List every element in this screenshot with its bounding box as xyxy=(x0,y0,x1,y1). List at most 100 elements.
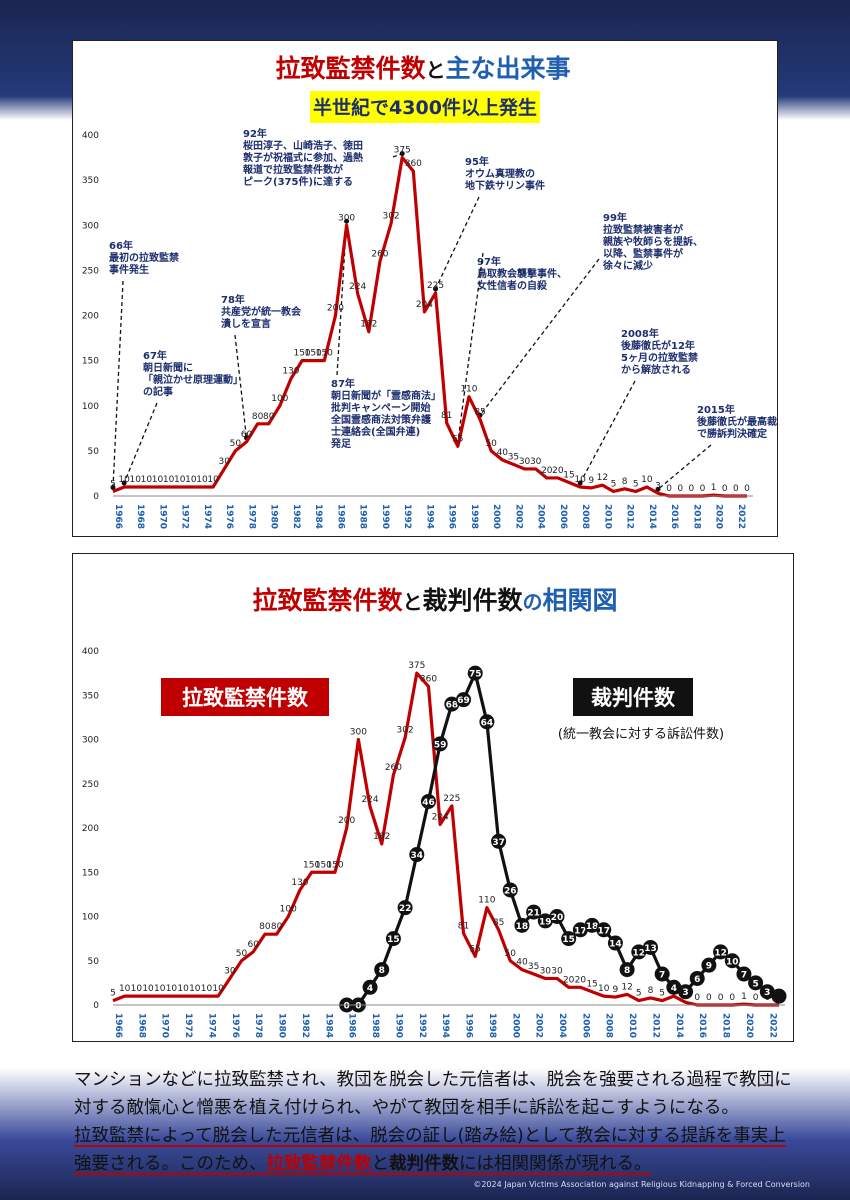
chart2-kidnap-data-label: 10 xyxy=(154,984,166,994)
chart1-x-tick-label: 2000 xyxy=(491,504,501,529)
chart2-title: 拉致監禁件数と裁判件数の相関図 xyxy=(252,586,617,615)
chart2-lawsuit-data-label: 17 xyxy=(574,926,587,936)
chart1-x-tick-label: 1996 xyxy=(447,504,457,529)
chart1-data-label: 15 xyxy=(563,470,574,480)
chart1-data-label: 10 xyxy=(163,475,175,485)
chart1-data-label: 60 xyxy=(241,430,253,440)
chart1-x-tick-label: 1992 xyxy=(402,504,412,529)
chart2-lawsuit-marker xyxy=(759,984,775,1000)
chart2-x-tick-label: 2012 xyxy=(650,1013,660,1038)
chart1-annotation-text: 92年 xyxy=(243,127,267,140)
chart1-data-label: 10 xyxy=(185,475,197,485)
chart1-annotation-text: の記事 xyxy=(143,385,173,398)
chart1-data-label: 300 xyxy=(338,213,355,223)
chart1-annotation-text: 以降、監禁事件が xyxy=(603,247,684,260)
copyright-credit: ©2024 Japan Victims Association against … xyxy=(473,1180,810,1189)
chart2-lawsuit-data-label: 3 xyxy=(764,988,770,998)
chart1-data-label: 85 xyxy=(474,407,485,417)
chart1-title-blue: 主な出来事 xyxy=(446,54,571,83)
chart2-x-tick-label: 2018 xyxy=(721,1013,731,1038)
chart1-data-label: 35 xyxy=(508,452,519,462)
chart2-title-mid2: の xyxy=(523,590,543,614)
chart1-y-tick-label: 0 xyxy=(93,492,99,502)
chart1-data-label: 1 xyxy=(711,483,717,493)
chart2-x-tick-label: 2022 xyxy=(767,1013,777,1038)
chart1-annotation-arrowhead xyxy=(110,484,116,490)
chart1-data-label: 5 xyxy=(633,479,639,489)
chart1-data-label: 0 xyxy=(700,484,706,494)
chart2-lawsuit-data-label: 0 xyxy=(344,1002,350,1012)
chart1-data-label: 80 xyxy=(252,412,264,422)
chart2-lawsuit-data-label: 5 xyxy=(752,979,758,989)
chart1-data-label: 10 xyxy=(196,475,208,485)
chart1-y-tick-label: 200 xyxy=(82,312,99,322)
chart1-data-label: 20 xyxy=(552,466,564,476)
chart1-x-tick-label: 1990 xyxy=(380,504,390,529)
chart2-x-tick-label: 1976 xyxy=(230,1013,240,1038)
chart2-kidnap-data-label: 10 xyxy=(142,984,154,994)
chart1-data-label: 10 xyxy=(641,475,653,485)
chart1-data-label: 224 xyxy=(349,282,366,292)
chart2-x-tick-label: 1992 xyxy=(417,1013,427,1038)
chart1-annotation-text: で勝訴判決確定 xyxy=(697,427,767,440)
chart2-lawsuit-marker xyxy=(642,939,658,955)
chart-panel-events: 拉致監禁件数と主な出来事 半世紀で4300件以上発生 66年 最初の拉致監禁 事件発… xyxy=(72,40,778,537)
chart1-data-label: 5 xyxy=(611,479,617,489)
chart2-lawsuit-data-label: 3 xyxy=(682,988,688,998)
chart1-data-label: 375 xyxy=(394,146,411,156)
chart2-lawsuit-data-label: 9 xyxy=(706,962,712,972)
chart1-annotation-text: 徐々に減少 xyxy=(602,259,653,272)
chart1-x-tick-label: 1974 xyxy=(202,504,212,529)
chart1-x-tick-label: 1988 xyxy=(358,504,368,529)
chart1-annotation-1987: 87年朝日新聞が「霊感商法」批判キャンペーン開始全国霊感商法対策弁護士連絡会(全… xyxy=(330,218,441,450)
chart1-annotation-text: 批判キャンペーン開始 xyxy=(331,401,431,414)
chart1-data-label: 10 xyxy=(207,475,219,485)
chart2-kidnap-data-label: 50 xyxy=(236,949,248,959)
chart1-annotation-text: 66年 xyxy=(109,239,133,252)
chart1-annotation-arrowhead xyxy=(344,218,350,224)
chart1-data-label: 30 xyxy=(519,457,531,467)
chart1-data-label: 5 xyxy=(110,479,116,489)
chart1-data-label: 40 xyxy=(497,448,509,458)
chart1-annotation-text: 発足 xyxy=(330,437,352,450)
chart2-kidnap-data-label: 30 xyxy=(224,966,236,976)
chart2-kidnap-data-label: 30 xyxy=(540,966,552,976)
chart2-lawsuit-data-label: 7 xyxy=(659,971,665,981)
chart1-x-tick-label: 2020 xyxy=(714,504,724,529)
chart1-data-label: 0 xyxy=(689,484,695,494)
chart1-x-tick-label: 2006 xyxy=(558,504,568,529)
chart2-kidnap-data-label: 0 xyxy=(718,993,724,1003)
chart1-annotation-arrow xyxy=(112,280,124,488)
chart1-annotation-arrowhead xyxy=(399,151,405,157)
chart1-data-label: 10 xyxy=(174,475,186,485)
chart2-lawsuit-data-label: 18 xyxy=(586,922,599,932)
chart2-lawsuit-data-label: 26 xyxy=(504,886,517,896)
chart2-lawsuit-marker xyxy=(549,909,565,924)
chart1-annotation-text: 士連絡会(全国弁連) xyxy=(331,425,420,438)
chart2-lawsuit-marker xyxy=(771,988,787,1004)
chart2-kidnap-data-label: 100 xyxy=(280,905,297,915)
chart1-annotation-text: 2008年 xyxy=(621,327,659,340)
chart2-lawsuit-marker xyxy=(444,696,460,712)
chart1-annotation-text: 地下鉄サリン事件 xyxy=(465,179,545,192)
chart1-annotation-text: 99年 xyxy=(603,211,627,224)
chart2-x-tick-label: 1968 xyxy=(136,1013,146,1038)
chart2-x-tick-label: 2010 xyxy=(627,1013,637,1038)
chart1-data-label: 204 xyxy=(416,300,433,310)
chart1-data-label: 80 xyxy=(263,412,275,422)
chart2-lawsuit-marker xyxy=(491,833,507,849)
chart2-lawsuit-data-label: 14 xyxy=(609,940,622,950)
chart2-y-tick-label: 300 xyxy=(82,736,99,746)
chart2-kidnap-data-label: 80 xyxy=(259,922,271,932)
chart2-x-tick-label: 2000 xyxy=(510,1013,520,1038)
chart1-annotation-text: 朝日新聞に xyxy=(143,361,193,374)
chart2-lawsuit-data-label: 75 xyxy=(469,670,482,680)
chart2-kidnap-data-label: 12 xyxy=(621,982,632,992)
chart1-x-tick-label: 1994 xyxy=(424,504,434,529)
chart1-annotation-text: 78年 xyxy=(221,293,245,306)
chart2-x-tick-label: 2006 xyxy=(580,1013,590,1038)
chart2-kidnap-data-label: 0 xyxy=(753,993,759,1003)
chart2-lawsuit-data-label: 17 xyxy=(597,926,610,936)
